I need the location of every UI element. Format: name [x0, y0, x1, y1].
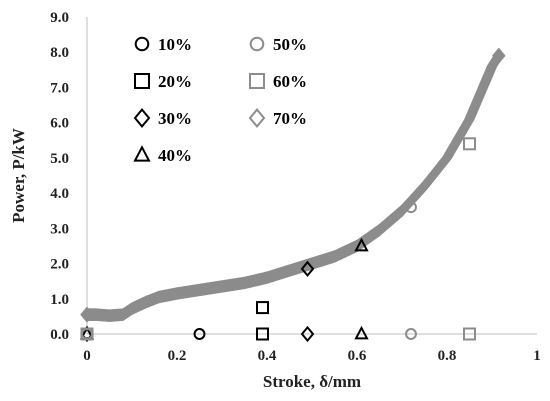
data-point	[80, 327, 94, 341]
y-axis-title: Power, P/kW	[9, 128, 28, 223]
legend-marker-square-icon	[134, 73, 150, 89]
x-axis-ticks: 0 0.2 0.4 0.6 0.8 1	[83, 348, 541, 364]
series-50-markers	[81, 201, 417, 340]
data-point	[80, 306, 94, 323]
y-tick-label: 3.0	[50, 221, 69, 237]
x-tick-label: 1	[533, 348, 541, 364]
y-axis-ticks: 0.0 1.0 2.0 3.0 4.0 5.0 6.0 7.0 8.0 9.0	[50, 10, 69, 343]
legend: 10% 20% 30% 40% 50% 60% 70%	[133, 35, 307, 165]
x-tick-label: 0.2	[168, 348, 187, 364]
y-tick-label: 7.0	[50, 80, 69, 96]
data-point	[405, 201, 417, 214]
legend-marker-diamond-icon	[248, 108, 266, 128]
data-point	[256, 301, 269, 315]
x-axis-title: Stroke, δ/mm	[263, 372, 361, 391]
legend-label: 50%	[273, 35, 307, 54]
series-60-markers	[80, 137, 476, 341]
y-tick-label: 1.0	[50, 292, 69, 308]
data-point	[300, 260, 315, 278]
y-tick-label: 0.0	[50, 327, 69, 343]
x-tick-label: 0.8	[438, 348, 457, 364]
data-point	[300, 325, 315, 343]
series-70-markers	[80, 47, 506, 323]
data-point	[354, 325, 369, 340]
y-tick-label: 4.0	[50, 186, 69, 202]
legend-label: 30%	[158, 109, 192, 128]
x-tick-label: 0	[83, 348, 91, 364]
legend-marker-triangle-icon	[133, 145, 151, 162]
legend-label: 40%	[158, 146, 192, 165]
data-point	[463, 137, 476, 151]
legend-label: 60%	[273, 72, 307, 91]
y-tick-label: 2.0	[50, 257, 69, 273]
legend-label: 70%	[273, 109, 307, 128]
series-70-band	[81, 49, 504, 323]
y-tick-label: 9.0	[50, 10, 69, 26]
legend-label: 20%	[158, 72, 192, 91]
x-tick-label: 0.6	[348, 348, 367, 364]
data-point	[405, 328, 417, 340]
legend-marker-circle-icon	[249, 36, 265, 52]
legend-marker-diamond-icon	[133, 108, 151, 128]
series-layer	[79, 47, 506, 343]
legend-label: 10%	[158, 35, 192, 54]
y-tick-label: 6.0	[50, 116, 69, 132]
data-point	[193, 328, 206, 340]
y-tick-label: 5.0	[50, 151, 69, 167]
data-point	[354, 237, 369, 252]
y-tick-label: 8.0	[50, 45, 69, 61]
legend-marker-circle-icon	[134, 36, 150, 52]
x-tick-label: 0.4	[258, 348, 277, 364]
data-point	[256, 327, 269, 341]
legend-marker-square-icon	[249, 73, 265, 89]
data-point	[491, 47, 506, 64]
data-point	[463, 327, 476, 341]
